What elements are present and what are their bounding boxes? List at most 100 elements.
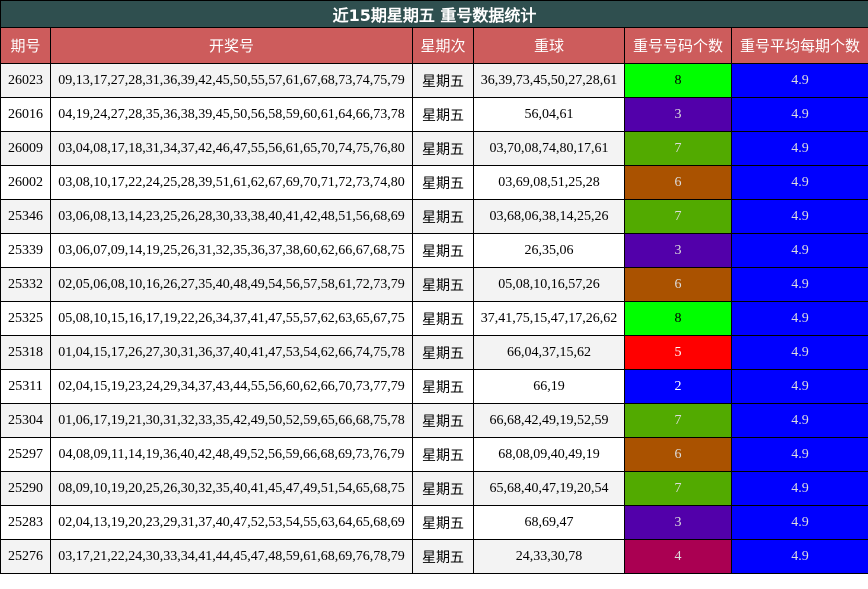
- weekday-cell: 星期五: [412, 233, 474, 268]
- header-issue: 期号: [0, 27, 51, 64]
- header-numbers: 开奖号: [50, 27, 413, 64]
- repeat-cell: 56,04,61: [473, 97, 625, 132]
- table-title: 近15期星期五 重号数据统计: [0, 0, 868, 28]
- table-row: 25276 03,17,21,22,24,30,33,34,41,44,45,47…: [0, 539, 868, 574]
- avg-cell: 4.9: [731, 471, 868, 506]
- issue-cell: 26023: [0, 63, 51, 98]
- numbers-cell: 01,06,17,19,21,30,31,32,33,35,42,49,50,5…: [50, 403, 413, 438]
- count-cell: 2: [624, 369, 732, 404]
- repeat-cell: 68,69,47: [473, 505, 625, 540]
- repeat-cell: 03,69,08,51,25,28: [473, 165, 625, 200]
- table-row: 25346 03,06,08,13,14,23,25,26,28,30,33,38…: [0, 199, 868, 234]
- count-cell: 5: [624, 335, 732, 370]
- count-cell: 3: [624, 233, 732, 268]
- avg-cell: 4.9: [731, 437, 868, 472]
- issue-cell: 25290: [0, 471, 51, 506]
- repeat-cell: 66,19: [473, 369, 625, 404]
- avg-cell: 4.9: [731, 369, 868, 404]
- avg-cell: 4.9: [731, 267, 868, 302]
- header-repeat: 重球: [473, 27, 625, 64]
- weekday-cell: 星期五: [412, 165, 474, 200]
- header-weekday: 星期次: [412, 27, 474, 64]
- repeat-cell: 03,70,08,74,80,17,61: [473, 131, 625, 166]
- numbers-cell: 03,04,08,17,18,31,34,37,42,46,47,55,56,6…: [50, 131, 413, 166]
- weekday-cell: 星期五: [412, 335, 474, 370]
- repeat-cell: 66,68,42,49,19,52,59: [473, 403, 625, 438]
- numbers-cell: 08,09,10,19,20,25,26,30,32,35,40,41,45,4…: [50, 471, 413, 506]
- avg-cell: 4.9: [731, 335, 868, 370]
- numbers-cell: 04,19,24,27,28,35,36,38,39,45,50,56,58,5…: [50, 97, 413, 132]
- issue-cell: 25276: [0, 539, 51, 574]
- repeat-cell: 65,68,40,47,19,20,54: [473, 471, 625, 506]
- issue-cell: 25325: [0, 301, 51, 336]
- table-row: 25297 04,08,09,11,14,19,36,40,42,48,49,52…: [0, 437, 868, 472]
- issue-cell: 25339: [0, 233, 51, 268]
- issue-cell: 25346: [0, 199, 51, 234]
- repeat-stats-table: 近15期星期五 重号数据统计 期号 开奖号 星期次 重球 重号号码个数 重号平均…: [0, 0, 868, 574]
- numbers-cell: 02,04,15,19,23,24,29,34,37,43,44,55,56,6…: [50, 369, 413, 404]
- table-body: 26023 09,13,17,27,28,31,36,39,42,45,50,55…: [0, 63, 868, 574]
- count-cell: 6: [624, 165, 732, 200]
- count-cell: 6: [624, 437, 732, 472]
- count-cell: 6: [624, 267, 732, 302]
- table-row: 26023 09,13,17,27,28,31,36,39,42,45,50,55…: [0, 63, 868, 98]
- table-row: 25325 05,08,10,15,16,17,19,22,26,34,37,41…: [0, 301, 868, 336]
- header-avg: 重号平均每期个数: [731, 27, 868, 64]
- weekday-cell: 星期五: [412, 301, 474, 336]
- issue-cell: 25318: [0, 335, 51, 370]
- avg-cell: 4.9: [731, 539, 868, 574]
- weekday-cell: 星期五: [412, 267, 474, 302]
- weekday-cell: 星期五: [412, 369, 474, 404]
- issue-cell: 26002: [0, 165, 51, 200]
- numbers-cell: 03,08,10,17,22,24,25,28,39,51,61,62,67,6…: [50, 165, 413, 200]
- table-row: 25283 02,04,13,19,20,23,29,31,37,40,47,52…: [0, 505, 868, 540]
- weekday-cell: 星期五: [412, 505, 474, 540]
- numbers-cell: 01,04,15,17,26,27,30,31,36,37,40,41,47,5…: [50, 335, 413, 370]
- weekday-cell: 星期五: [412, 131, 474, 166]
- count-cell: 4: [624, 539, 732, 574]
- numbers-cell: 05,08,10,15,16,17,19,22,26,34,37,41,47,5…: [50, 301, 413, 336]
- issue-cell: 25311: [0, 369, 51, 404]
- count-cell: 8: [624, 301, 732, 336]
- avg-cell: 4.9: [731, 97, 868, 132]
- table-row: 25311 02,04,15,19,23,24,29,34,37,43,44,55…: [0, 369, 868, 404]
- avg-cell: 4.9: [731, 301, 868, 336]
- issue-cell: 25304: [0, 403, 51, 438]
- table-row: 25304 01,06,17,19,21,30,31,32,33,35,42,49…: [0, 403, 868, 438]
- issue-cell: 25283: [0, 505, 51, 540]
- weekday-cell: 星期五: [412, 63, 474, 98]
- count-cell: 3: [624, 505, 732, 540]
- avg-cell: 4.9: [731, 505, 868, 540]
- avg-cell: 4.9: [731, 63, 868, 98]
- numbers-cell: 03,06,07,09,14,19,25,26,31,32,35,36,37,3…: [50, 233, 413, 268]
- count-cell: 7: [624, 199, 732, 234]
- count-cell: 7: [624, 131, 732, 166]
- weekday-cell: 星期五: [412, 97, 474, 132]
- issue-cell: 25297: [0, 437, 51, 472]
- avg-cell: 4.9: [731, 233, 868, 268]
- count-cell: 8: [624, 63, 732, 98]
- table-row: 26016 04,19,24,27,28,35,36,38,39,45,50,56…: [0, 97, 868, 132]
- repeat-cell: 66,04,37,15,62: [473, 335, 625, 370]
- table-row: 25318 01,04,15,17,26,27,30,31,36,37,40,41…: [0, 335, 868, 370]
- count-cell: 7: [624, 403, 732, 438]
- repeat-cell: 05,08,10,16,57,26: [473, 267, 625, 302]
- count-cell: 3: [624, 97, 732, 132]
- avg-cell: 4.9: [731, 199, 868, 234]
- table-row: 25290 08,09,10,19,20,25,26,30,32,35,40,41…: [0, 471, 868, 506]
- numbers-cell: 02,05,06,08,10,16,26,27,35,40,48,49,54,5…: [50, 267, 413, 302]
- issue-cell: 26016: [0, 97, 51, 132]
- numbers-cell: 03,17,21,22,24,30,33,34,41,44,45,47,48,5…: [50, 539, 413, 574]
- repeat-cell: 36,39,73,45,50,27,28,61: [473, 63, 625, 98]
- weekday-cell: 星期五: [412, 539, 474, 574]
- weekday-cell: 星期五: [412, 437, 474, 472]
- header-count: 重号号码个数: [624, 27, 732, 64]
- avg-cell: 4.9: [731, 403, 868, 438]
- repeat-cell: 26,35,06: [473, 233, 625, 268]
- weekday-cell: 星期五: [412, 199, 474, 234]
- numbers-cell: 03,06,08,13,14,23,25,26,28,30,33,38,40,4…: [50, 199, 413, 234]
- table-row: 25332 02,05,06,08,10,16,26,27,35,40,48,49…: [0, 267, 868, 302]
- numbers-cell: 09,13,17,27,28,31,36,39,42,45,50,55,57,6…: [50, 63, 413, 98]
- table-row: 26009 03,04,08,17,18,31,34,37,42,46,47,55…: [0, 131, 868, 166]
- numbers-cell: 04,08,09,11,14,19,36,40,42,48,49,52,56,5…: [50, 437, 413, 472]
